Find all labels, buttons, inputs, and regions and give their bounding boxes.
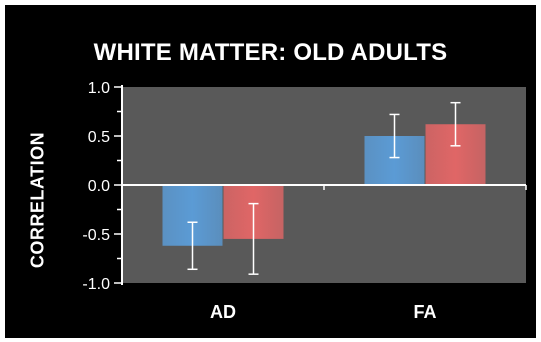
y-tick-label: 1.0 (88, 80, 110, 97)
error-bar-fa-series-2 (450, 101, 461, 147)
y-axis-label: CORRELATION (27, 131, 48, 269)
plot-area (122, 87, 526, 283)
x-tick-label-ad: AD (210, 302, 236, 322)
bar-fa-series-1 (364, 136, 425, 185)
bar-ad-series-1 (162, 185, 223, 246)
chart-title: WHITE MATTER: OLD ADULTS (93, 39, 448, 66)
axes-group (114, 85, 527, 285)
chart-frame: WHITE MATTER: OLD ADULTS CORRELATION AD F… (5, 5, 536, 338)
bar-fa-series-2 (425, 124, 486, 185)
error-bar-fa-series-1 (389, 113, 400, 159)
y-tick-label: -0.5 (82, 227, 110, 244)
bar-ad-series-2 (223, 185, 284, 239)
y-tick-label: 0.5 (88, 129, 110, 146)
bars-group (162, 101, 486, 275)
y-tick-label: -1.0 (82, 276, 110, 293)
labels-group: AD FA 1.0 0.5 0.0 -0.5 -1.0 (82, 80, 436, 322)
y-tick-label: 0.0 (88, 178, 110, 195)
error-bar-ad-series-2 (248, 202, 259, 275)
error-bar-ad-series-1 (187, 221, 198, 271)
x-tick-label-fa: FA (413, 302, 436, 322)
